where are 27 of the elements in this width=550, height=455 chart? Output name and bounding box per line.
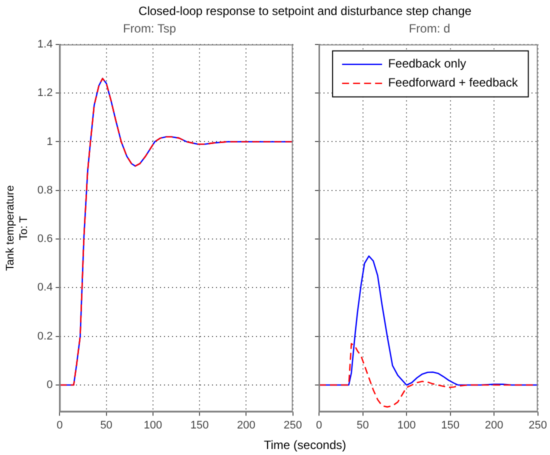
y-tick-label: 0.2: [37, 330, 53, 342]
y-tick-label: 1.4: [37, 38, 53, 50]
x-tick-label: 250: [528, 419, 548, 432]
x-tick-label: 100: [397, 419, 416, 432]
y-tick-label: 0: [46, 379, 53, 392]
y-tick-label: 0.6: [37, 233, 53, 246]
x-tick-label: 150: [441, 419, 460, 432]
x-tick-label: 0: [316, 419, 322, 432]
chart-subtitle: From: d: [408, 22, 450, 36]
x-tick-label: 200: [484, 419, 504, 432]
x-tick-label: 150: [190, 419, 209, 432]
y-tick-label: 1.2: [37, 87, 53, 100]
x-axis-title: Time (seconds): [262, 438, 348, 452]
legend-label: Feedforward + feedback: [388, 76, 519, 90]
chart-subtitle: From: Tsp: [122, 22, 176, 36]
chart-title: Closed-loop response to setpoint and disturbance step change: [138, 4, 472, 18]
y-tick-label: 1: [46, 136, 53, 148]
x-tick-label: 200: [237, 419, 256, 432]
y-tick-label: 0.8: [37, 184, 53, 196]
legend-label: Feedback only: [388, 56, 466, 71]
y-tick-label: 0.4: [37, 282, 53, 294]
x-tick-label: 100: [144, 419, 162, 432]
x-tick-label: 250: [284, 419, 302, 432]
y-axis-title: Tank temperature To: T: [4, 185, 30, 271]
x-tick-label: 50: [100, 419, 112, 432]
x-tick-label: 0: [56, 419, 63, 432]
x-tick-label: 50: [356, 419, 369, 432]
